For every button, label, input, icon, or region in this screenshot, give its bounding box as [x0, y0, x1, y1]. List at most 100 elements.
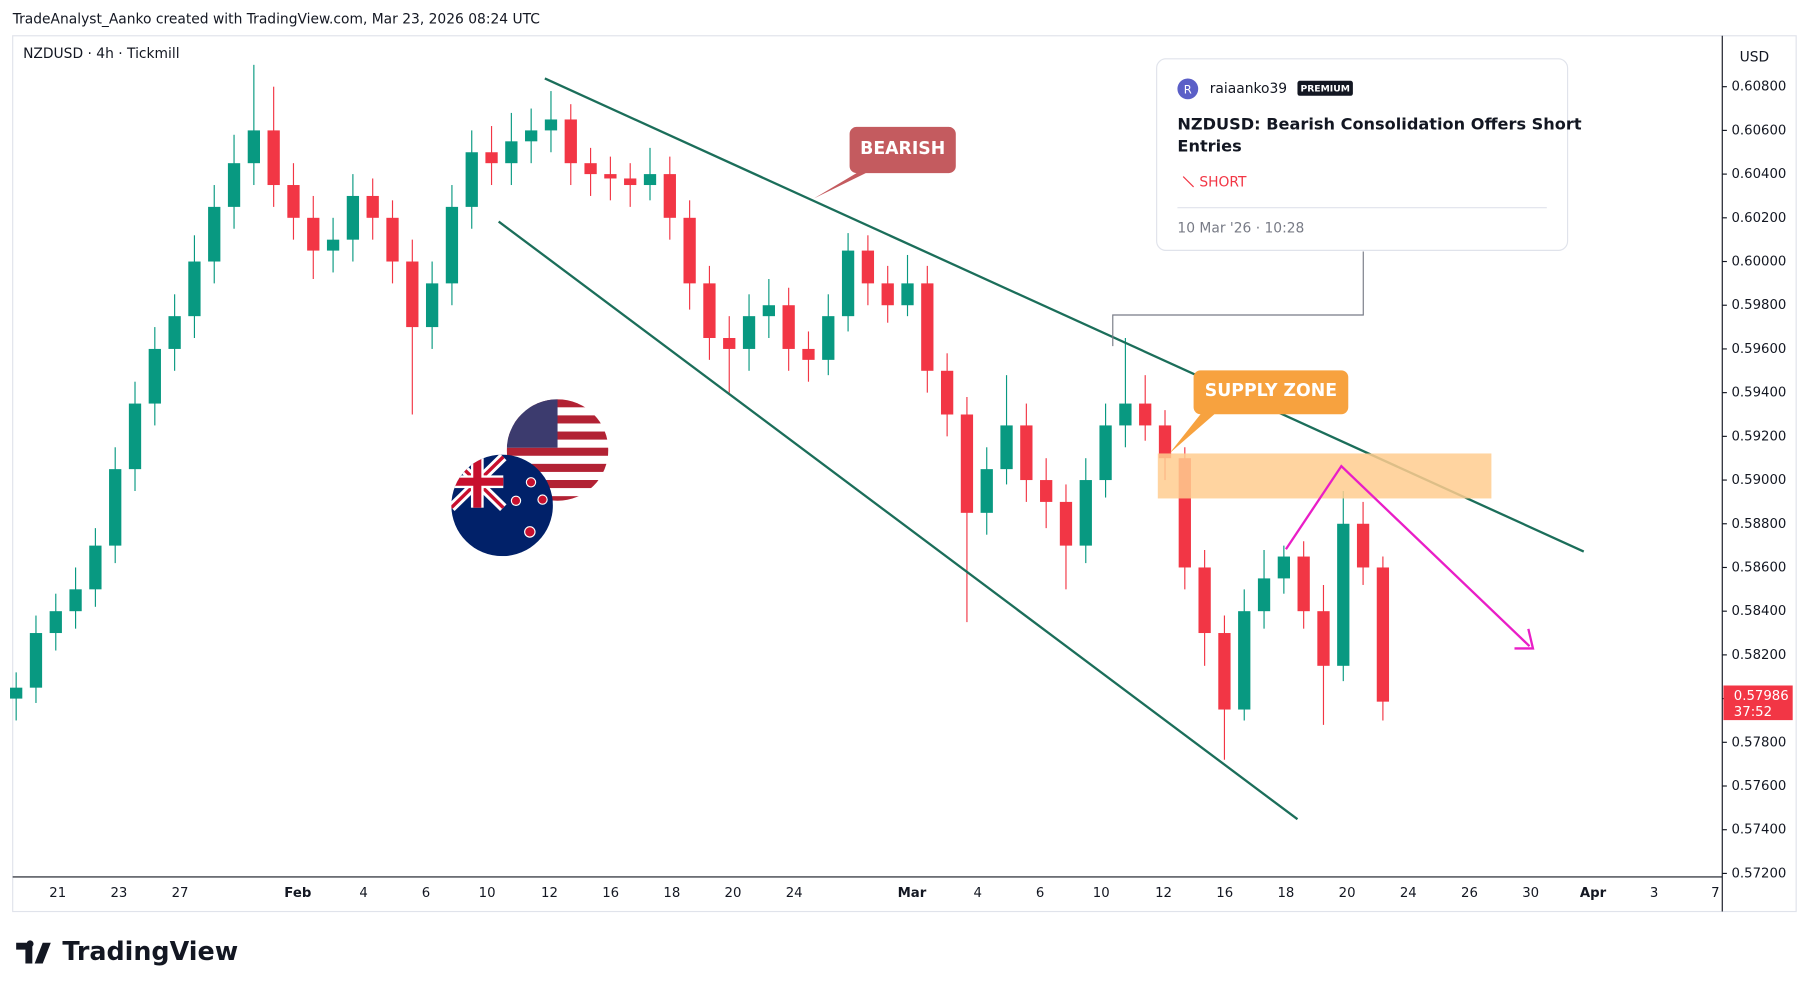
flags [451, 399, 609, 557]
x-tick-label: 6 [1036, 886, 1044, 901]
chart-frame [12, 35, 1797, 913]
y-tick-label: 0.59600 [1732, 342, 1787, 357]
candle-body [940, 370, 954, 415]
x-tick-label: 20 [725, 886, 742, 901]
candle-body [29, 633, 43, 688]
x-tick-label: 24 [786, 886, 803, 901]
projection-arrowhead [1514, 628, 1535, 650]
idea-title: NZDUSD: Bearish Consolidation Offers Sho… [1177, 114, 1581, 155]
candle-body [307, 217, 320, 251]
x-tick-label: 4 [359, 886, 367, 901]
candle-body [208, 206, 221, 262]
candle-body [643, 174, 657, 186]
drawings: BEARISH SUPPLY ZONE [497, 77, 1585, 821]
last-price-tag [1723, 685, 1793, 721]
candle-body [1158, 425, 1172, 459]
y-tick-label: 0.60000 [1732, 255, 1787, 270]
candle-body [49, 611, 62, 634]
x-tick-label: 27 [172, 886, 189, 901]
candle-body [861, 250, 875, 284]
candle-body [1139, 403, 1152, 426]
nz-flag [451, 454, 553, 557]
candle-body [1119, 403, 1132, 426]
lower-trendline [497, 220, 1299, 821]
candle-body [742, 316, 756, 349]
x-tick-label: 16 [602, 886, 619, 901]
candle-body [881, 283, 894, 306]
candle-body [1238, 611, 1251, 710]
candle-body [703, 283, 716, 339]
x-tick-label: 6 [422, 886, 430, 901]
candle-body [822, 316, 835, 360]
candle-body [1277, 556, 1290, 579]
candle-body [109, 469, 122, 546]
bearish-label: BEARISH [860, 139, 945, 159]
x-tick-label: 18 [1277, 886, 1294, 901]
y-tick-label: 0.60200 [1732, 211, 1787, 226]
idea-connector [1112, 251, 1364, 347]
candle-body [89, 545, 102, 590]
x-tick-label: 3 [1650, 886, 1658, 901]
candle-body [505, 141, 518, 164]
x-tick-label: Feb [284, 886, 311, 901]
x-tick-label: 24 [1400, 886, 1417, 901]
candle-body [148, 348, 161, 404]
x-tick-label: 4 [973, 886, 981, 901]
y-tick-label: 0.57800 [1732, 735, 1787, 750]
logo-mark [16, 940, 51, 964]
candle-body [921, 283, 934, 371]
avatar-letter: R [1184, 83, 1192, 97]
candle-body [980, 469, 993, 513]
y-tick-label: 0.60600 [1732, 123, 1787, 138]
x-tick-label: 20 [1339, 886, 1356, 901]
candle-body [406, 261, 419, 328]
supply-callout [1169, 370, 1349, 454]
symbol-title: NZDUSD · 4h · Tickmill [23, 46, 179, 62]
short-icon [1182, 176, 1194, 188]
supply-label: SUPPLY ZONE [1205, 381, 1337, 401]
x-tick-label: 7 [1711, 886, 1719, 901]
y-tick-label: 0.57200 [1732, 866, 1787, 881]
candle-body [1257, 578, 1271, 612]
y-tick-label: 0.58200 [1732, 648, 1787, 663]
bearish-callout [813, 126, 956, 199]
candle-body [1040, 480, 1053, 502]
y-tick-label: 0.59000 [1732, 473, 1787, 488]
y-tick-label: 0.60800 [1732, 80, 1787, 95]
x-tick-label: 12 [541, 886, 558, 901]
y-tick-label: 0.58600 [1732, 560, 1787, 575]
candle-body [1099, 425, 1112, 481]
x-tick-label: 16 [1216, 886, 1233, 901]
y-tick-label: 0.60400 [1732, 167, 1787, 182]
candle-body [624, 178, 637, 186]
candle-body [1020, 425, 1033, 481]
candle-body [425, 283, 439, 328]
candle-body [1337, 523, 1350, 666]
candle-body [782, 305, 795, 349]
candle-body [326, 239, 340, 251]
candle-body [366, 195, 379, 218]
avatar [1177, 78, 1199, 100]
candle-body [762, 305, 775, 317]
x-tick-label: 21 [49, 886, 66, 901]
y-tick-label: 0.58800 [1732, 517, 1787, 532]
y-tick-label: 0.59400 [1732, 386, 1787, 401]
candle-body [346, 195, 360, 240]
last-price-label: 0.57986 [1734, 689, 1789, 704]
candle-body [1079, 480, 1092, 546]
candle-body [247, 130, 260, 164]
idea-card: R raiaanko39 PREMIUM NZDUSD: Bearish Con… [1156, 58, 1582, 251]
candle-body [168, 316, 181, 349]
candle-body [287, 185, 300, 218]
x-tick-label: 10 [479, 886, 496, 901]
idea-direction: SHORT [1199, 174, 1247, 190]
y-tick-label: 0.59200 [1732, 429, 1787, 444]
premium-label: PREMIUM [1300, 83, 1349, 94]
candle-body [1297, 556, 1310, 612]
candle-body [1218, 633, 1231, 710]
candle-body [841, 250, 855, 317]
candle-body [564, 119, 577, 164]
candle-body [604, 174, 617, 179]
candle-body [1198, 567, 1211, 634]
idea-date: 10 Mar '26 · 10:28 [1177, 220, 1304, 236]
